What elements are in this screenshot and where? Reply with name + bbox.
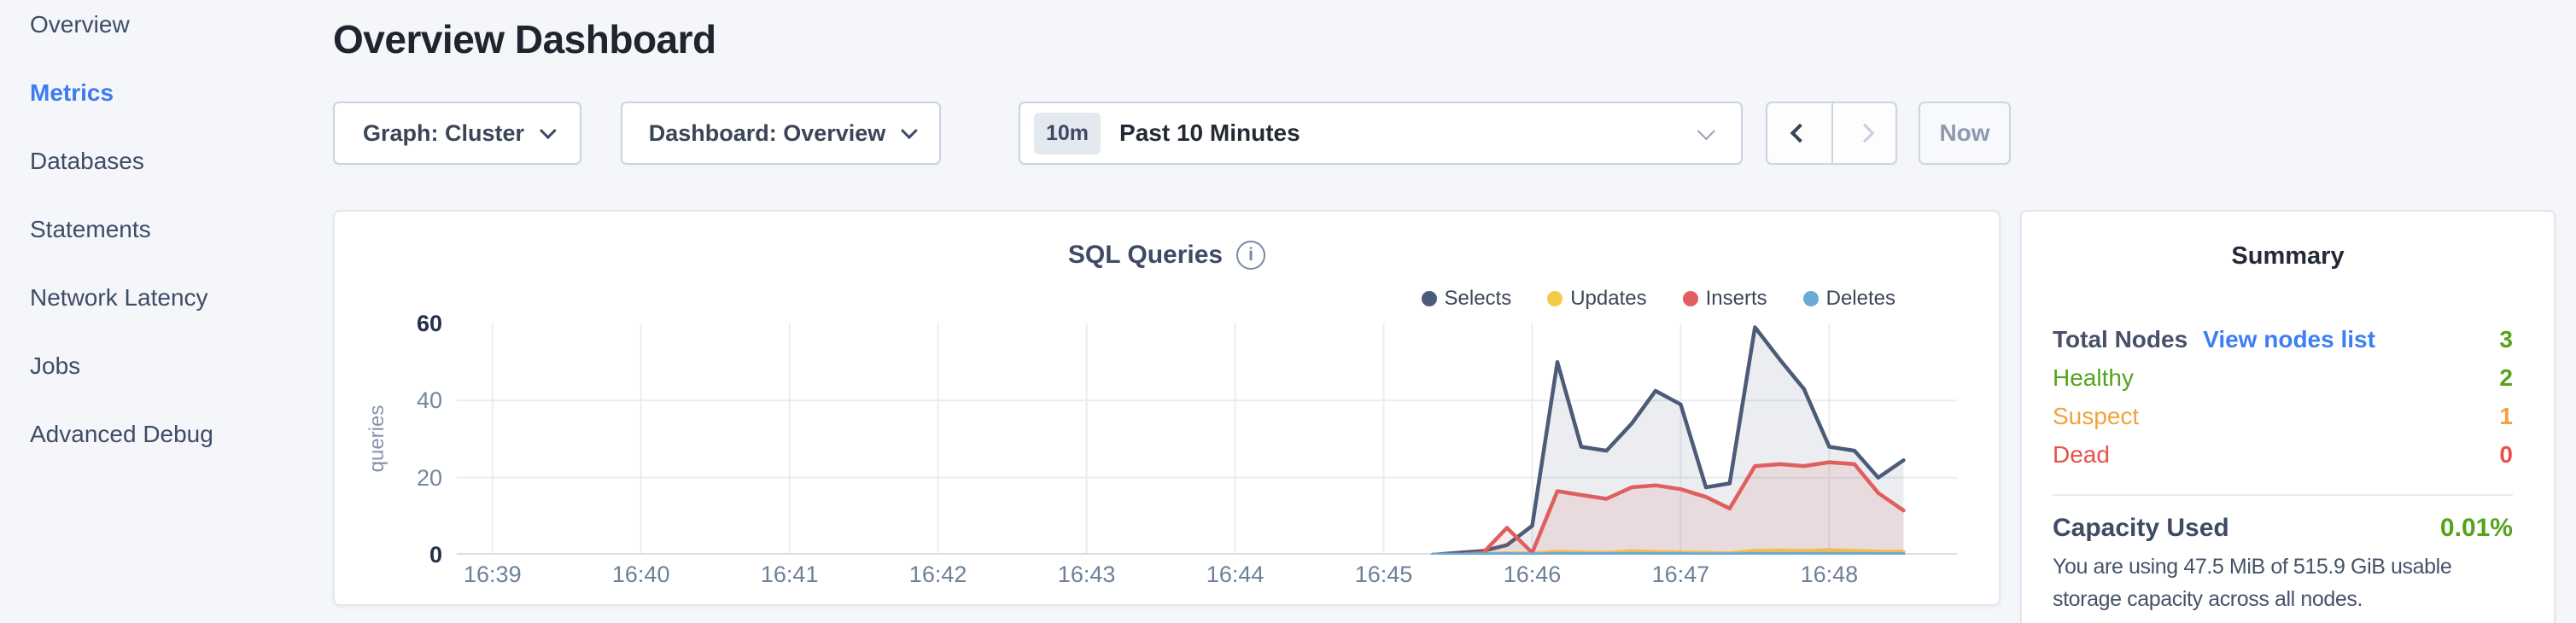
suspect-value: 1 — [2499, 403, 2513, 429]
series-area-inserts — [1432, 462, 1904, 555]
legend-label: Inserts — [1705, 287, 1767, 310]
chart-title: SQL Queries — [1067, 241, 1224, 269]
series-line-deletes — [1430, 551, 1906, 557]
x-tick-label: 16:48 — [1800, 562, 1859, 587]
summary-rows: Total Nodes View nodes list 3 Healthy 2 … — [2053, 326, 2513, 480]
now-button-label: Now — [1939, 119, 1990, 146]
dead-row: Dead 0 — [2053, 441, 2513, 468]
healthy-value: 2 — [2499, 364, 2513, 391]
y-tick-label: 60 — [416, 311, 442, 336]
legend-item-updates[interactable]: Updates — [1547, 287, 1647, 311]
time-range-badge: 10m — [1034, 112, 1101, 154]
total-nodes-label: Total Nodes — [2053, 326, 2188, 352]
sidebar-item-statements[interactable]: Statements — [30, 216, 151, 242]
y-tick-label: 0 — [429, 542, 442, 568]
sidebar-item-metrics[interactable]: Metrics — [30, 79, 114, 106]
legend-item-inserts[interactable]: Inserts — [1682, 287, 1767, 311]
step-back-button[interactable] — [1767, 103, 1831, 163]
capacity-used-label: Capacity Used — [2053, 514, 2229, 542]
page-title: Overview Dashboard — [333, 17, 716, 61]
legend-label: Updates — [1570, 287, 1647, 310]
divider — [2053, 494, 2513, 496]
capacity-used-value: 0.01% — [2439, 514, 2513, 542]
summary-title: Summary — [2231, 242, 2345, 270]
sql-queries-chart-card: SQL Queries i Selects Updates Inserts De… — [333, 210, 2001, 606]
dashboard-dropdown[interactable]: Dashboard: Overview — [621, 102, 941, 165]
info-icon[interactable]: i — [1236, 241, 1266, 270]
now-button[interactable]: Now — [1919, 102, 2011, 165]
dead-value: 0 — [2499, 441, 2513, 468]
sidebar-item-databases[interactable]: Databases — [30, 148, 144, 174]
x-axis-ticks: 16:39 16:40 16:41 16:42 16:43 16:44 16:45 16:46… — [457, 560, 1957, 589]
graph-scope-dropdown[interactable]: Graph: Cluster — [333, 102, 581, 165]
x-tick-label: 16:45 — [1354, 562, 1413, 587]
time-step-controls — [1766, 102, 1897, 165]
suspect-label: Suspect — [2053, 403, 2140, 429]
series-line-inserts — [1430, 460, 1906, 557]
view-nodes-list-link[interactable]: View nodes list — [2203, 326, 2375, 352]
sidebar-item-overview[interactable]: Overview — [30, 11, 130, 38]
suspect-row: Suspect 1 — [2053, 403, 2513, 429]
sql-queries-line-chart — [457, 323, 1957, 557]
capacity-used-row: Capacity Used 0.01% — [2053, 514, 2513, 543]
healthy-row: Healthy 2 — [2053, 364, 2513, 391]
inserts-dot-icon — [1682, 291, 1698, 306]
graph-scope-label: Graph: Cluster — [362, 119, 525, 146]
chart-legend: Selects Updates Inserts Deletes — [1421, 287, 1895, 311]
x-tick-label: 16:42 — [908, 562, 967, 587]
chevron-right-icon — [1855, 123, 1874, 143]
x-tick-label: 16:41 — [760, 562, 819, 587]
chevron-down-icon — [1697, 121, 1715, 140]
x-tick-label: 16:44 — [1206, 562, 1265, 587]
sidebar-nav: Overview Metrics Databases Statements Ne… — [30, 7, 312, 485]
sidebar-item-advanced-debug[interactable]: Advanced Debug — [30, 421, 213, 447]
capacity-description: You are using 47.5 MiB of 515.9 GiB usab… — [2053, 555, 2452, 611]
series-area-selects — [1432, 327, 1904, 555]
time-range-label: Past 10 Minutes — [1119, 119, 1300, 146]
x-tick-label: 16:40 — [611, 562, 670, 587]
legend-item-selects[interactable]: Selects — [1421, 287, 1512, 311]
x-tick-label: 16:47 — [1651, 562, 1710, 587]
y-axis-ticks: 0 20 40 60 — [335, 311, 442, 568]
y-tick-label: 40 — [416, 387, 442, 414]
selects-dot-icon — [1421, 291, 1437, 306]
x-tick-label: 16:39 — [464, 562, 522, 587]
chevron-down-icon — [901, 122, 919, 140]
time-range-selector[interactable]: 10m Past 10 Minutes — [1019, 102, 1743, 165]
summary-card: Summary Total Nodes View nodes list 3 He… — [2020, 210, 2556, 623]
y-tick-label: 20 — [416, 464, 442, 491]
x-tick-label: 16:43 — [1057, 562, 1116, 587]
legend-label: Deletes — [1825, 287, 1895, 310]
total-nodes-row: Total Nodes View nodes list 3 — [2053, 326, 2513, 352]
x-tick-label: 16:46 — [1503, 562, 1562, 587]
sidebar-item-jobs[interactable]: Jobs — [30, 352, 81, 379]
chevron-left-icon — [1790, 123, 1809, 143]
dashboard-label: Dashboard: Overview — [648, 119, 886, 146]
legend-item-deletes[interactable]: Deletes — [1802, 287, 1895, 311]
step-forward-button[interactable] — [1831, 103, 1895, 163]
updates-dot-icon — [1547, 291, 1563, 306]
chevron-down-icon — [539, 122, 557, 140]
total-nodes-value: 3 — [2499, 326, 2513, 352]
deletes-dot-icon — [1802, 291, 1819, 306]
chart-title-row: SQL Queries i — [335, 241, 1999, 270]
legend-label: Selects — [1444, 287, 1512, 310]
healthy-label: Healthy — [2053, 364, 2134, 391]
series-line-selects — [1430, 325, 1906, 557]
chart-plot-area[interactable] — [457, 323, 1957, 557]
sidebar-item-network-latency[interactable]: Network Latency — [30, 284, 208, 311]
dead-label: Dead — [2053, 441, 2110, 468]
